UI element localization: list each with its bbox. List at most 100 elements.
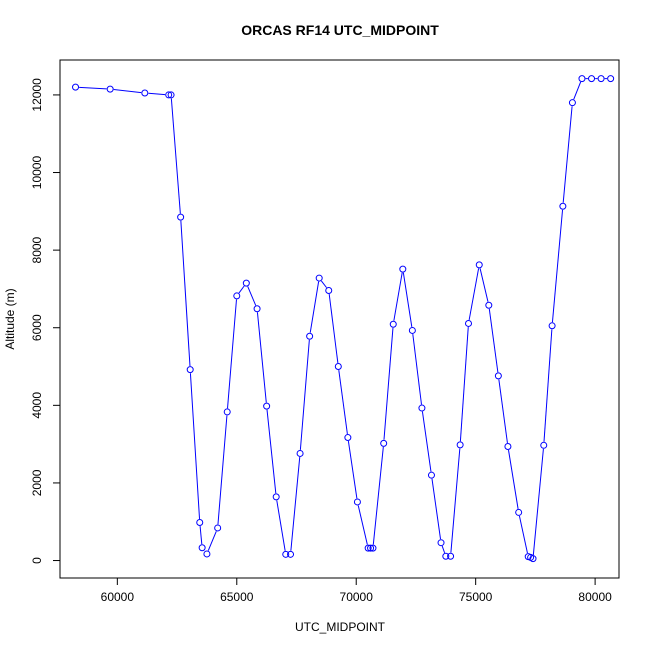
series-line-segment [402,272,413,327]
series-line-segment [290,456,301,551]
series-line-segment [256,312,267,403]
plot-frame [59,59,620,579]
x-tick-label: 65000 [220,590,254,604]
y-tick-label: 10000 [30,156,44,190]
data-point [106,85,114,93]
data-point [198,544,206,552]
data-point [72,83,80,91]
data-point [369,544,377,552]
series-line-segment [518,515,528,554]
series-line-segment [498,379,508,443]
data-point [389,320,397,328]
data-point [427,471,435,479]
data-point [196,519,204,527]
data-point [437,539,445,547]
data-point [242,279,250,287]
x-tick-label: 60000 [101,590,135,604]
data-point [494,372,502,380]
series-line-segment [532,448,544,556]
data-point [597,75,605,83]
data-point [559,202,567,210]
data-point [367,544,375,552]
series-line-segment [309,281,320,333]
series-line-segment [189,373,201,519]
data-point [380,439,388,447]
series-line-segment [320,280,327,288]
data-point [399,265,407,273]
series-line-segment [148,92,166,96]
data-point [306,332,314,340]
series-line-segment [217,415,228,525]
data-point [568,99,576,107]
series-line-segment [468,268,480,321]
series-line-segment [276,500,286,551]
y-axis: 0 2000 4000 6000 8000 10000 12000 [30,78,61,564]
x-axis-label: UTC_MIDPOINT [295,620,386,634]
series-line-segment [573,81,582,100]
data-point [233,292,241,300]
data-point [418,404,426,412]
data-point [344,434,352,442]
series-line-segment [199,526,203,545]
series-line-segment [338,370,348,435]
y-tick-label: 8000 [30,236,44,263]
data-point [203,550,211,558]
series-line-segment [372,446,384,545]
data-point [315,274,323,282]
y-tick-label: 12000 [30,78,44,112]
series-line-segment [412,333,422,405]
data-point [214,524,222,532]
series-line-segment [508,449,519,509]
data-point [447,552,455,560]
data-point [334,363,342,371]
data-point [282,550,290,558]
data-point [548,322,556,330]
y-tick-label: 2000 [30,469,44,496]
chart-title: ORCAS RF14 UTC_MIDPOINT [241,22,439,38]
data-point [515,508,523,516]
series-line-segment [347,441,358,499]
series-line-segment [238,285,245,294]
series-line-segment [357,505,368,545]
data-point [141,89,149,97]
series-line-segment [441,545,446,554]
series-line-segment [79,86,107,90]
series-line-segment [479,268,489,302]
series-line-segment [170,98,181,214]
data-point [272,493,280,501]
data-point [253,305,261,313]
series-line-segment [207,531,217,551]
x-tick-label: 70000 [340,590,374,604]
data-point [588,75,596,83]
y-tick-label: 6000 [30,314,44,341]
series-line-segment [383,327,394,440]
series-line-segment [431,478,442,540]
series-line-segment [543,329,553,442]
series-line-segment [488,308,499,373]
data-point [287,550,295,558]
y-tick-label: 0 [30,557,44,564]
data-point [465,319,472,327]
series-line-segment [421,411,432,472]
series-line-segment [180,220,191,367]
series-line-segment [247,286,257,306]
y-tick-label: 4000 [30,392,44,419]
data-point [529,555,537,563]
data-point [353,498,361,506]
data-point [578,75,586,83]
series-line-segment [393,272,403,321]
data-point [167,91,175,99]
series-line-segment [227,299,237,409]
data-point [186,366,194,374]
series-layer [72,75,615,563]
data-point [296,449,304,457]
data-point [504,442,512,450]
data-point [408,326,416,334]
data-point [263,402,271,410]
data-point [607,75,615,83]
series-line-segment [450,448,461,553]
series-line-segment [562,106,573,203]
data-point [485,301,493,309]
series-line-segment [328,293,339,364]
x-tick-label: 80000 [578,590,612,604]
